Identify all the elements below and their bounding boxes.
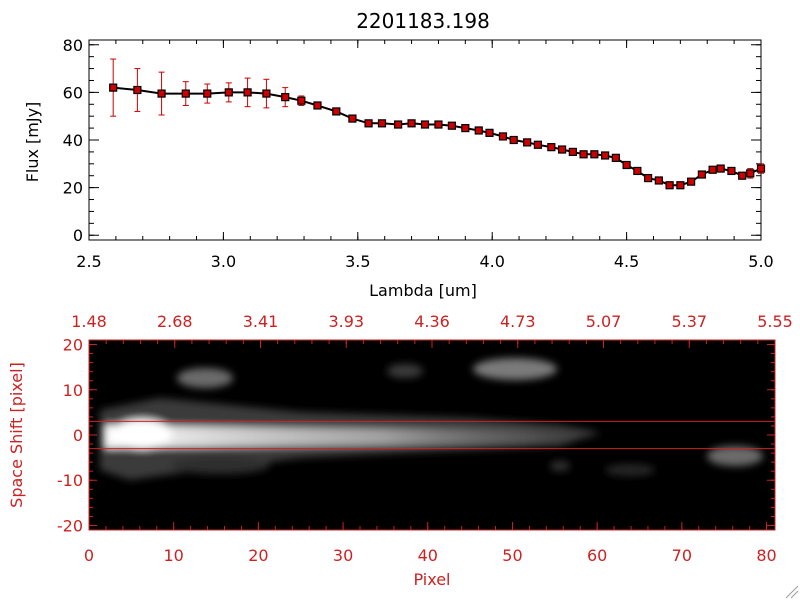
top-axis-label: 5.07	[586, 312, 622, 331]
data-point	[633, 166, 642, 176]
y-axis-label: Flux [mJy]	[23, 102, 42, 183]
top-axis-label: 1.48	[71, 312, 107, 331]
data-point	[727, 166, 736, 176]
image-x-tick-label: 50	[502, 546, 522, 565]
image-x-tick-label: 30	[333, 546, 353, 565]
data-point	[243, 88, 252, 97]
image-x-tick-label: 0	[84, 546, 94, 565]
data-point	[485, 128, 494, 137]
image-x-tick-label: 40	[418, 546, 438, 565]
x-tick-label: 4.0	[479, 252, 504, 271]
data-point	[716, 164, 725, 173]
data-point	[447, 121, 456, 130]
data-point	[109, 83, 118, 92]
data-point	[133, 85, 142, 95]
data-point	[377, 119, 387, 128]
data-point	[474, 126, 483, 135]
data-point	[394, 120, 403, 129]
x-tick-label: 3.5	[345, 252, 370, 271]
data-point	[590, 150, 599, 159]
spectrum-trace	[100, 358, 763, 480]
data-point	[622, 160, 631, 170]
x-tick-label: 5.0	[748, 252, 773, 271]
image-x-tick-label: 70	[672, 546, 692, 565]
top-axis-label: 4.36	[414, 312, 450, 331]
data-point	[181, 89, 190, 98]
image-x-tick-label: 80	[756, 546, 776, 565]
top-axis-label: 5.37	[671, 312, 707, 331]
data-point	[523, 138, 532, 147]
x-tick-label: 3.0	[211, 252, 236, 271]
data-point	[600, 151, 610, 160]
image-x-tick-label: 10	[164, 546, 184, 565]
data-point	[557, 145, 567, 154]
data-point	[509, 135, 518, 145]
data-point	[420, 120, 430, 129]
data-point	[611, 153, 620, 162]
top-axis-label: 2.68	[157, 312, 193, 331]
y-tick-label: 20	[63, 179, 83, 198]
data-point	[461, 123, 470, 133]
x-tick-label: 2.5	[76, 252, 101, 271]
data-point	[665, 181, 674, 190]
image-y-tick-label: 10	[63, 381, 83, 400]
data-point	[756, 164, 766, 173]
top-axis-label: 5.55	[757, 312, 793, 331]
spectrum-image-panel: 0 10 20 30 40 50 60 70 80 1.48 2.68 3.41 3.93 4.36 4.7…	[7, 312, 793, 589]
image-y-axis-label: Space Shift [pixel]	[7, 362, 26, 508]
image-x-axis-label: Pixel	[413, 570, 450, 589]
image-x-tick-label: 60	[587, 546, 607, 565]
y-tick-label: 0	[73, 226, 83, 245]
data-point	[434, 120, 443, 129]
data-point	[498, 132, 508, 141]
data-point	[676, 181, 685, 190]
y-tick-label: 80	[63, 36, 83, 55]
data-point	[348, 114, 357, 123]
image-y-tick-label: 0	[73, 426, 83, 445]
data-point	[203, 89, 212, 98]
chart-title: 2201183.198	[356, 9, 490, 33]
data-point	[364, 119, 373, 128]
data-point	[313, 101, 322, 110]
data-point	[654, 176, 663, 185]
top-axis-label: 3.93	[328, 312, 364, 331]
flux-series-line	[113, 86, 762, 187]
data-point	[697, 170, 706, 179]
data-point	[644, 173, 653, 183]
resize-grip-icon[interactable]	[785, 585, 799, 599]
data-point	[157, 89, 166, 98]
image-y-tick-label: 20	[63, 336, 83, 355]
data-point	[297, 96, 306, 105]
image-x-tick-label: 20	[248, 546, 268, 565]
data-point	[533, 140, 542, 149]
data-point	[262, 89, 271, 98]
top-axis-label: 4.73	[500, 312, 536, 331]
y-tick-label: 40	[63, 131, 83, 150]
x-tick-label: 4.5	[614, 252, 639, 271]
data-point	[746, 169, 755, 178]
data-point	[224, 88, 233, 97]
y-tick-label: 60	[63, 83, 83, 102]
spectrum-chart: 2201183.198 2.5 3.0 3.5 4.0 4.5 5.0020406080 …	[23, 9, 774, 300]
data-point	[547, 143, 556, 152]
data-point	[579, 150, 588, 159]
plot-frame	[88, 39, 762, 241]
image-y-tick-label: -20	[57, 516, 83, 535]
data-point	[407, 119, 416, 128]
data-point	[708, 165, 717, 174]
data-point	[568, 147, 577, 157]
x-axis-label: Lambda [um]	[369, 281, 477, 300]
data-point	[332, 107, 341, 116]
top-axis-label: 3.41	[243, 312, 279, 331]
data-point	[281, 93, 290, 102]
image-y-tick-label: -10	[57, 471, 83, 490]
data-point	[687, 177, 696, 186]
data-point	[738, 171, 747, 180]
